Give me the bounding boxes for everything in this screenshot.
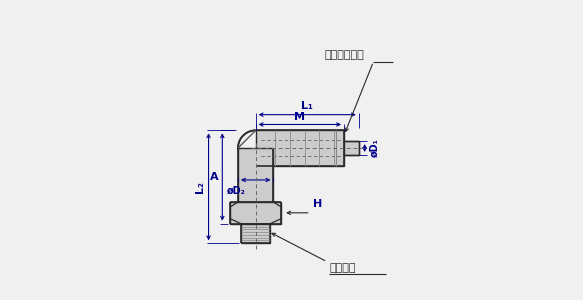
Bar	[230, 202, 281, 224]
Polygon shape	[238, 130, 256, 148]
Text: L₂: L₂	[195, 181, 205, 193]
Text: 接続ねじ: 接続ねじ	[329, 263, 356, 273]
Text: øD₂: øD₂	[227, 186, 245, 196]
Text: L₁: L₁	[301, 101, 313, 111]
Text: H: H	[312, 199, 322, 209]
Text: M: M	[294, 112, 305, 122]
Bar	[344, 141, 359, 155]
Text: 適用チューブ: 適用チューブ	[324, 50, 364, 60]
Bar	[238, 148, 273, 202]
Bar	[241, 224, 271, 243]
Text: øD₁: øD₁	[370, 139, 380, 158]
Text: A: A	[210, 172, 219, 182]
Bar	[256, 130, 344, 166]
